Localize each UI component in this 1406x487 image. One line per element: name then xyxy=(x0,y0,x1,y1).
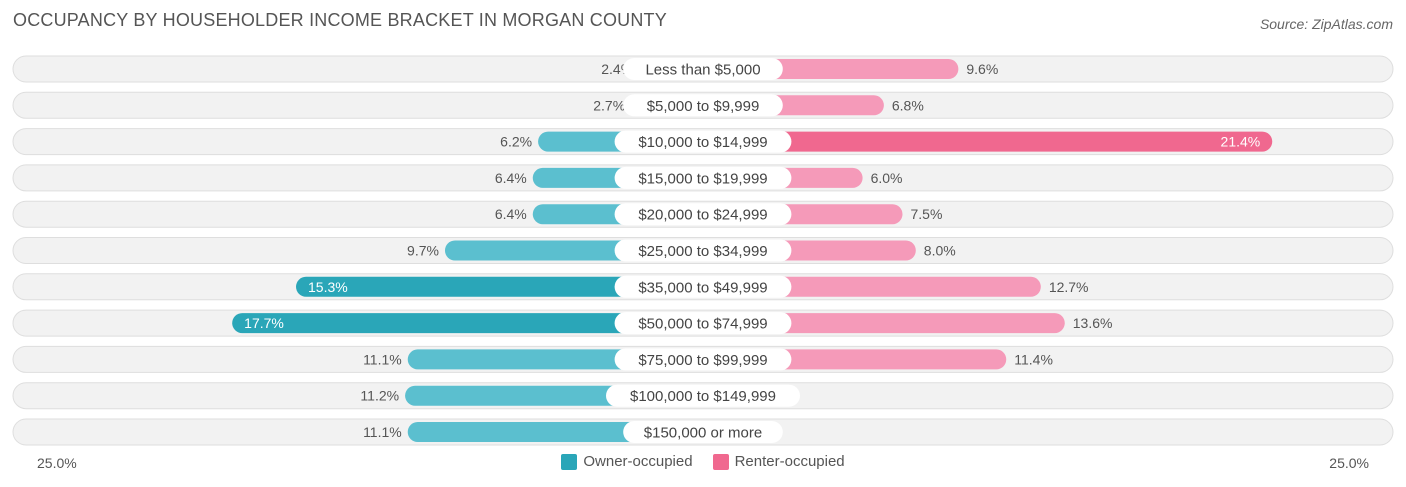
chart-row: 2.4% 9.6%Less than $5,000 xyxy=(12,55,1394,83)
renter-value-label: 6.8% xyxy=(892,97,924,113)
source-label: Source: ZipAtlas.com xyxy=(1259,16,1393,32)
category-label: Less than $5,000 xyxy=(645,62,760,79)
owner-value-label: 6.4% xyxy=(495,170,527,186)
renter-value-label: 11.4% xyxy=(1014,351,1053,367)
category-label: $75,000 to $99,999 xyxy=(638,352,767,369)
owner-value-label: 2.7% xyxy=(593,97,625,113)
owner-value-label: 6.2% xyxy=(500,134,532,150)
renter-value-label: 21.4% xyxy=(1221,134,1261,150)
renter-bar xyxy=(703,313,1065,334)
chart-title: OCCUPANCY BY HOUSEHOLDER INCOME BRACKET … xyxy=(13,10,667,30)
category-label-background xyxy=(614,275,792,298)
owner-value-label: 17.7% xyxy=(244,315,284,331)
chart-row: 6.4% 7.5% $20,000 to $24,999 xyxy=(12,200,1394,228)
category-label-background xyxy=(614,312,792,335)
category-label: $50,000 to $74,999 xyxy=(638,316,767,333)
category-label-background xyxy=(614,239,792,262)
category-label: $35,000 to $49,999 xyxy=(638,279,767,296)
owner-value-label: 9.7% xyxy=(407,243,439,259)
category-label: $5,000 to $9,999 xyxy=(647,98,760,115)
category-label-background xyxy=(606,384,800,407)
owner-value-label: 11.2% xyxy=(360,388,399,404)
category-label-background xyxy=(614,348,792,371)
renter-bar xyxy=(703,131,1273,152)
category-label-background xyxy=(623,94,783,117)
category-label: $25,000 to $34,999 xyxy=(638,243,767,260)
owner-value-label: 11.1% xyxy=(363,351,402,367)
legend-item-owner: Owner-occupied xyxy=(561,453,693,470)
owner-bar xyxy=(296,276,703,297)
category-label: $20,000 to $24,999 xyxy=(638,207,767,224)
renter-value-label: 9.6% xyxy=(966,61,998,77)
legend-label-renter: Renter-occupied xyxy=(734,453,845,470)
legend-label-owner: Owner-occupied xyxy=(583,453,693,470)
chart-row: 6.4% 6.0% $15,000 to $19,999 xyxy=(12,164,1394,192)
chart-row: 15.3% 12.7% $35,000 to $49,999 xyxy=(12,273,1394,301)
renter-value-label: 12.7% xyxy=(1049,279,1089,295)
category-label: $10,000 to $14,999 xyxy=(638,134,767,151)
category-label-background xyxy=(623,58,783,80)
chart-row: 17.7% 13.6% $50,000 to $74,999 xyxy=(12,309,1394,337)
chart-row: 11.1% 11.4% $75,000 to $99,999 xyxy=(12,345,1394,373)
owner-value-label: 15.3% xyxy=(308,279,348,295)
chart-row: 2.7% 6.8% $5,000 to $9,999 xyxy=(12,91,1394,119)
owner-value-label: 11.1% xyxy=(363,424,402,440)
axis-label-right: 25.0% xyxy=(1329,455,1369,471)
category-label-background xyxy=(623,421,783,443)
renter-value-label: 13.6% xyxy=(1073,315,1113,331)
chart-row: 11.1%1.0%$150,000 or more xyxy=(12,418,1394,446)
chart-row: 6.2% 21.4% $10,000 to $14,999 xyxy=(12,128,1394,156)
renter-value-label: 7.5% xyxy=(911,206,943,222)
renter-value-label: 6.0% xyxy=(871,170,903,186)
category-label: $150,000 or more xyxy=(644,425,762,442)
chart-row: 11.2%1.9%$100,000 to $149,999 xyxy=(12,382,1394,410)
category-label: $100,000 to $149,999 xyxy=(630,388,776,405)
owner-bar xyxy=(232,313,703,334)
category-label-background xyxy=(614,166,792,189)
legend-swatch-owner xyxy=(561,453,578,470)
legend-item-renter: Renter-occupied xyxy=(712,453,845,470)
category-label-background xyxy=(614,130,792,153)
legend-swatch-renter xyxy=(712,453,729,470)
axis-label-left: 25.0% xyxy=(37,455,77,471)
chart-row: 9.7% 8.0% $25,000 to $34,999 xyxy=(12,237,1394,264)
category-label: $15,000 to $19,999 xyxy=(638,170,767,187)
owner-value-label: 6.4% xyxy=(495,206,527,222)
category-label-background xyxy=(614,203,792,226)
renter-value-label: 8.0% xyxy=(924,243,956,259)
legend: Owner-occupied Renter-occupied xyxy=(0,453,1406,470)
